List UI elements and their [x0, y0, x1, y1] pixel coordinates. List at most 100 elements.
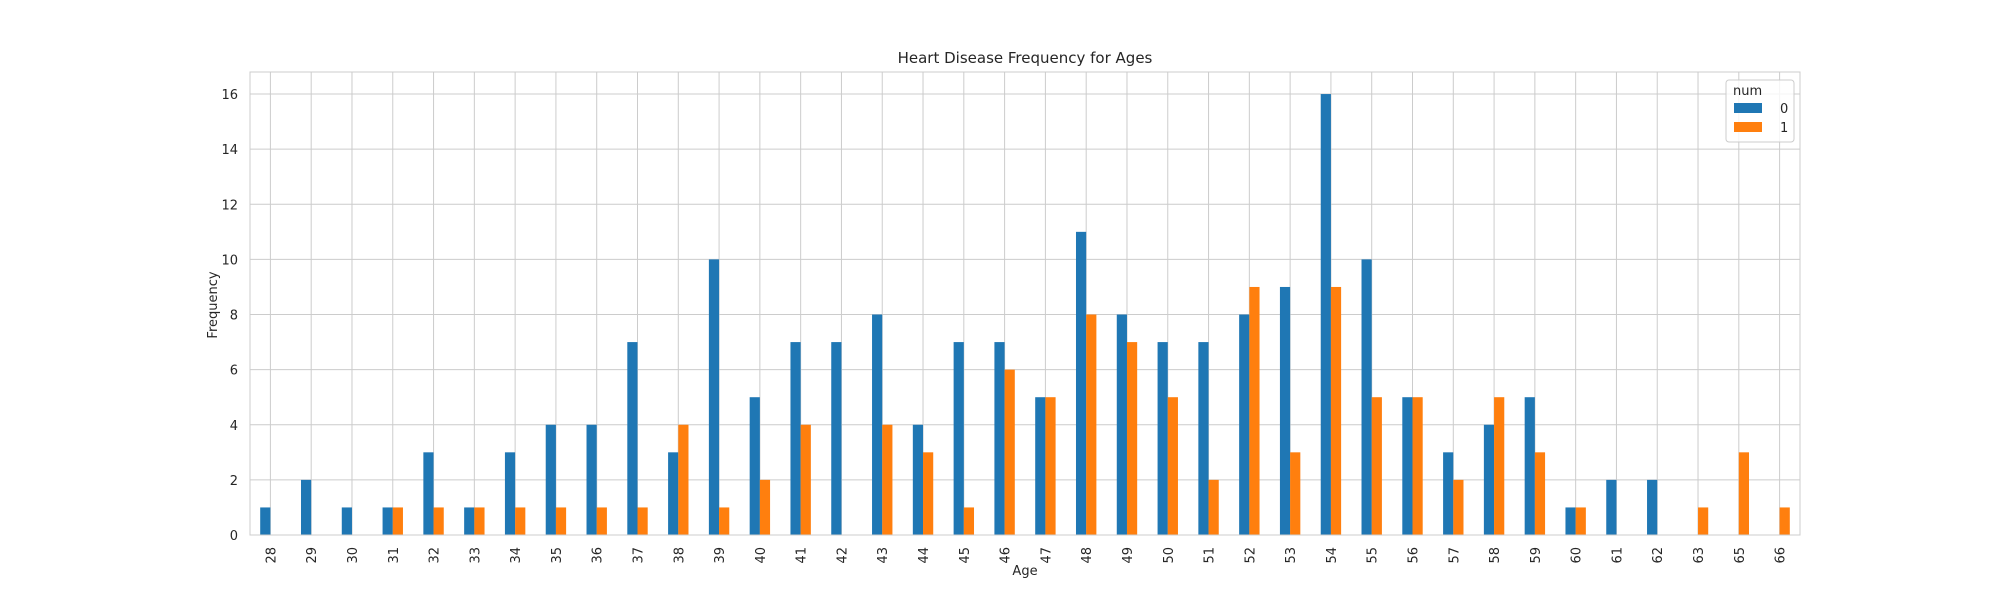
bar-series-1 [637, 507, 648, 535]
bar-series-1 [1126, 342, 1138, 535]
bar-series-1 [1779, 507, 1790, 535]
x-tick-label: 40 [754, 547, 769, 564]
bar-series-0 [586, 424, 597, 535]
x-tick-label: 39 [713, 547, 728, 564]
x-axis-label: Age [1012, 564, 1037, 579]
grid-layer [250, 72, 1800, 536]
bar-series-0 [260, 507, 271, 535]
x-tick-label: 30 [346, 547, 361, 564]
bar-series-0 [953, 342, 964, 535]
y-tick-label: 6 [230, 364, 238, 379]
bar-series-1 [1738, 452, 1750, 535]
y-tick-label: 8 [230, 309, 238, 324]
bar-series-0 [831, 342, 842, 535]
bar-series-0 [341, 507, 352, 535]
x-tick-label: 33 [468, 547, 483, 564]
x-tick-label: 28 [264, 547, 279, 564]
bar-series-0 [627, 342, 638, 535]
x-tick-label: 34 [509, 547, 524, 564]
x-tick-label: 52 [1243, 547, 1258, 564]
bar-series-1 [596, 507, 607, 535]
bar-series-0 [464, 507, 475, 535]
bar-series-1 [1494, 397, 1505, 535]
bar-series-1 [474, 507, 485, 535]
bar-series-1 [800, 424, 811, 535]
bar-series-0 [300, 479, 312, 535]
x-tick-label: 51 [1203, 547, 1218, 564]
bar-series-1 [1412, 397, 1423, 535]
legend-label: 0 [1780, 102, 1788, 117]
x-tick-label: 62 [1651, 547, 1666, 564]
bar-series-0 [1198, 342, 1209, 535]
bar-series-0 [790, 342, 801, 535]
legend-swatch [1734, 122, 1762, 132]
chart-title: Heart Disease Frequency for Ages [898, 49, 1153, 67]
y-tick-label: 0 [230, 529, 238, 544]
x-tick-label: 29 [305, 547, 320, 564]
legend-title: num [1733, 84, 1762, 99]
bar-series-0 [1035, 397, 1046, 535]
x-tick-label: 43 [876, 547, 891, 564]
bars-layer [260, 94, 1790, 536]
bar-series-1 [1249, 286, 1260, 535]
x-tick-label: 37 [632, 547, 647, 564]
legend-label: 1 [1780, 121, 1788, 136]
bar-series-1 [1698, 507, 1709, 535]
bar-series-1 [1167, 397, 1178, 535]
bar-series-0 [1443, 452, 1454, 535]
y-tick-label: 12 [221, 198, 238, 213]
bar-series-1 [1453, 479, 1464, 535]
bar-series-1 [555, 507, 567, 535]
x-tick-label: 56 [1407, 547, 1422, 564]
bar-series-0 [749, 397, 760, 535]
bar-series-1 [1330, 286, 1342, 535]
bar-series-0 [1320, 94, 1331, 536]
bar-series-0 [504, 452, 516, 535]
legend-entries: 01 [1734, 102, 1788, 136]
bar-series-0 [872, 314, 883, 535]
bar-series-0 [1075, 231, 1087, 535]
bar-series-0 [545, 424, 556, 535]
bar-series-0 [1606, 479, 1617, 535]
bar-series-0 [1565, 507, 1576, 535]
bar-series-1 [1371, 397, 1382, 535]
bar-series-1 [1534, 452, 1546, 535]
bar-series-1 [1575, 507, 1586, 535]
x-tick-label: 63 [1692, 547, 1707, 564]
bar-series-0 [1402, 397, 1413, 535]
x-tick-label: 32 [428, 547, 443, 564]
x-tick-label: 59 [1529, 547, 1544, 564]
bar-series-1 [759, 479, 771, 535]
y-tick-label: 2 [230, 474, 238, 489]
bar-series-1 [1086, 314, 1097, 535]
x-tick-label: 47 [1039, 547, 1054, 564]
bar-series-1 [963, 507, 975, 535]
bar-series-1 [923, 452, 934, 535]
bar-series-1 [678, 424, 689, 535]
x-tick-label: 66 [1774, 547, 1789, 564]
y-axis-label: Frequency [206, 271, 221, 338]
bar-series-0 [1157, 342, 1168, 535]
x-tick-label: 44 [917, 547, 932, 564]
x-tick-label: 31 [387, 547, 402, 564]
bar-series-0 [423, 452, 434, 535]
x-tick-label: 46 [999, 547, 1014, 564]
bar-series-1 [882, 424, 893, 535]
legend-swatch [1734, 103, 1762, 113]
bar-series-0 [994, 342, 1005, 535]
x-tick-label: 54 [1325, 547, 1340, 564]
y-tick-label: 14 [221, 143, 238, 158]
x-tick-label: 53 [1284, 547, 1299, 564]
bar-series-1 [1045, 397, 1056, 535]
bar-series-1 [515, 507, 526, 535]
x-tick-label: 36 [591, 547, 606, 564]
x-tick-label: 65 [1733, 547, 1748, 564]
x-tick-label: 42 [835, 547, 850, 564]
x-tick-label: 49 [1121, 547, 1136, 564]
bar-series-0 [1647, 479, 1658, 535]
bar-series-1 [433, 507, 444, 535]
x-tick-label: 35 [550, 547, 565, 564]
bar-series-0 [1483, 424, 1495, 535]
